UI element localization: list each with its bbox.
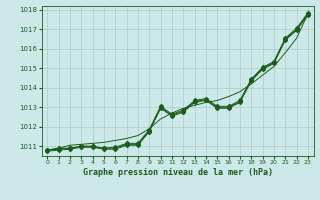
X-axis label: Graphe pression niveau de la mer (hPa): Graphe pression niveau de la mer (hPa) [83, 168, 273, 177]
